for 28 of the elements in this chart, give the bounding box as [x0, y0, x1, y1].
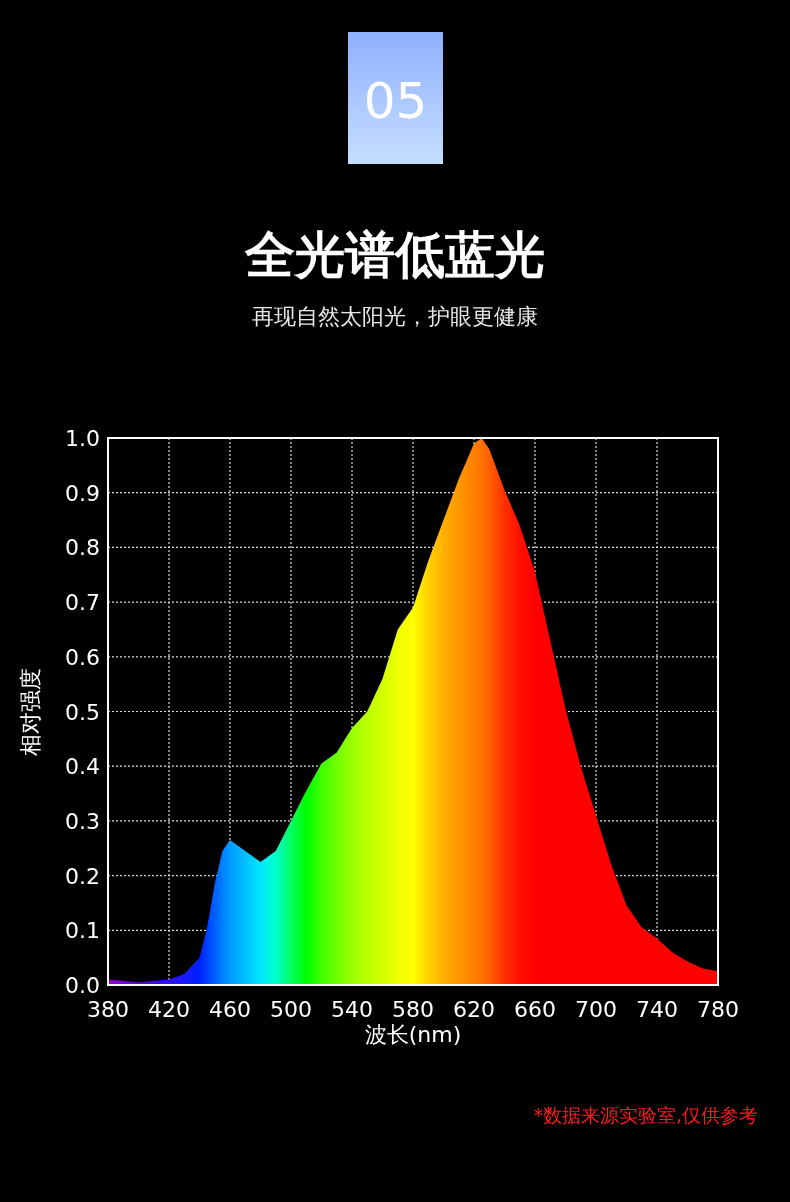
xtick: 740: [636, 997, 678, 1022]
ytick: 1.0: [65, 426, 100, 451]
ytick: 0.6: [65, 644, 100, 670]
xtick: 460: [209, 997, 251, 1022]
xtick: 620: [453, 997, 495, 1022]
xtick: 380: [87, 997, 129, 1022]
ytick: 0.9: [65, 480, 100, 506]
ytick: 0.7: [65, 590, 100, 616]
annotation: 05: [363, 72, 428, 130]
ytick: 0.3: [65, 808, 100, 834]
xtick: 660: [514, 997, 556, 1022]
title: 全光谱低蓝光: [245, 226, 545, 284]
xtick: 420: [148, 997, 190, 1022]
xtick: 540: [331, 997, 373, 1022]
xtick: 700: [575, 997, 617, 1022]
ylabel: 相对强度: [18, 667, 43, 756]
xlabel: 波长(nm): [364, 1022, 462, 1047]
ytick: 0.0: [65, 973, 100, 998]
ytick: 0.5: [65, 699, 100, 725]
ytick: 0.2: [65, 863, 100, 889]
ytick: 0.1: [65, 918, 100, 944]
ytick: 0.8: [65, 535, 100, 561]
subtitle: 再现自然太阳光，护眼更健康: [252, 304, 538, 329]
xtick: 500: [270, 997, 312, 1022]
xtick: 580: [392, 997, 434, 1022]
annotation: *数据来源实验室,仅供参考: [533, 1104, 758, 1126]
xtick: 780: [697, 997, 739, 1022]
ytick: 0.4: [65, 754, 100, 780]
